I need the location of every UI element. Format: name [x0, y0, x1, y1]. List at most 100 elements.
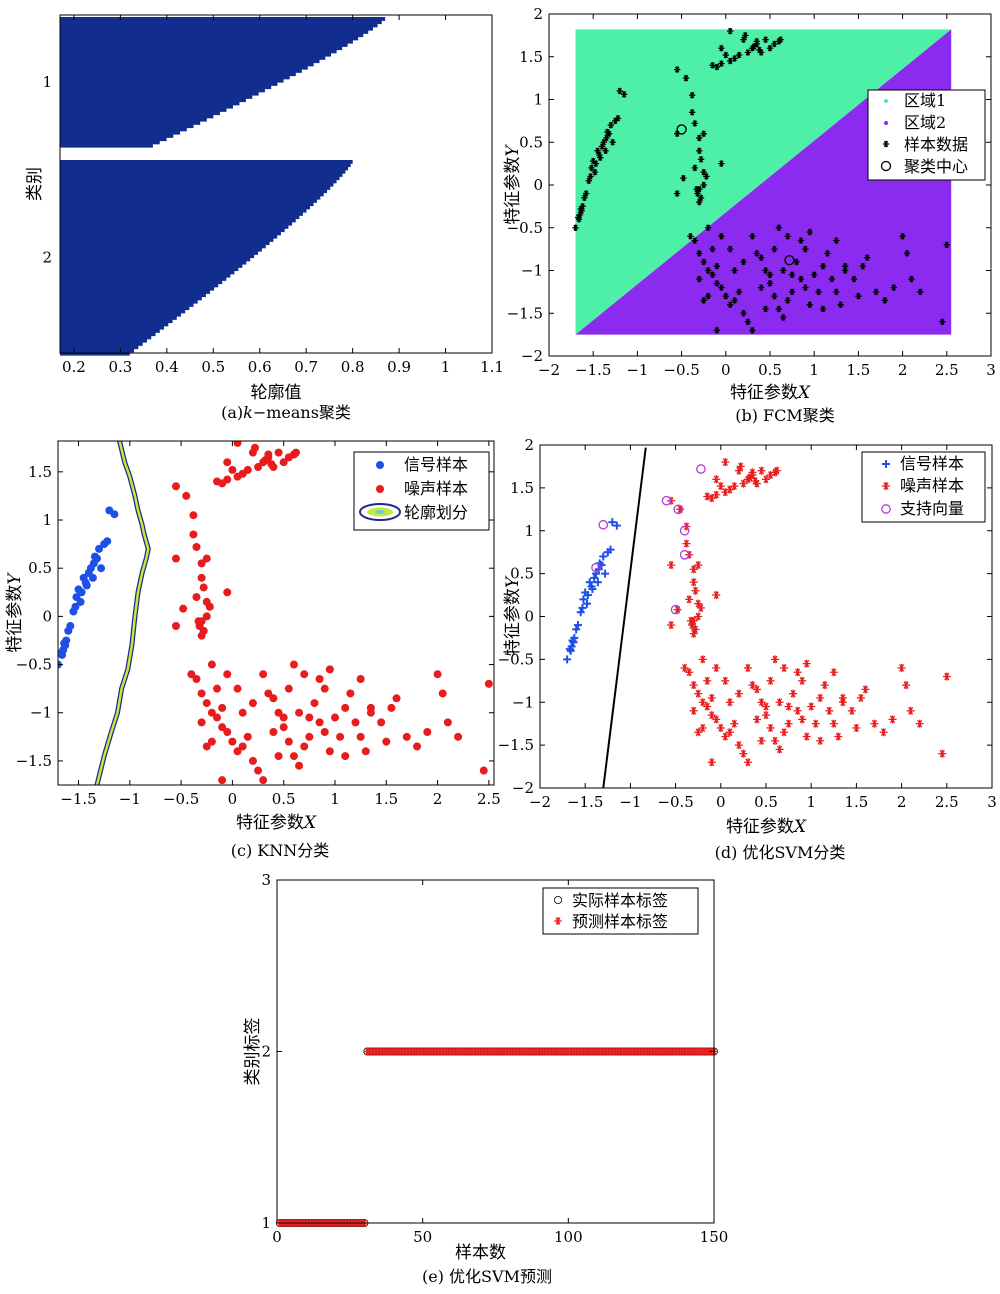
silhouette-bar [60, 286, 215, 291]
noise-point [739, 749, 748, 758]
sample-point [689, 109, 696, 116]
noise-point [694, 599, 703, 608]
silhouette-bar [60, 127, 187, 132]
sample-point [588, 164, 595, 172]
noise-point [757, 466, 766, 475]
legend-marker-sample [882, 140, 890, 148]
support-vector [679, 525, 690, 536]
sample-point [744, 49, 752, 56]
noise-point [793, 706, 802, 715]
cluster-center-1 [676, 124, 687, 135]
noise-point [382, 737, 391, 746]
silhouette-bar [60, 69, 302, 73]
x-tick-label: 150 [700, 1228, 729, 1246]
x-tick-label: −2 [538, 361, 560, 379]
silhouette-bar [60, 30, 369, 34]
sample-point [581, 194, 588, 202]
sample-point [713, 63, 721, 71]
sample-point [762, 267, 769, 274]
noise-point [289, 660, 298, 669]
silhouette-bar [60, 251, 259, 255]
support-vectors [591, 464, 706, 615]
noise-point [243, 465, 252, 474]
legend-label-2: 预测样本标签 [572, 912, 668, 931]
x-tick-label: 1 [806, 793, 816, 811]
sample-point [824, 250, 831, 257]
signal-point [568, 636, 577, 645]
noise-point [789, 689, 798, 698]
x-tick-label: 0 [716, 793, 726, 811]
noise-point [725, 728, 734, 737]
legend-marker-signal [376, 461, 384, 469]
signal-point [97, 564, 106, 573]
support-vector [696, 464, 706, 474]
sample-point [819, 305, 827, 313]
noise-point [194, 617, 203, 626]
silhouette-bar [60, 303, 194, 307]
noise-point [259, 776, 268, 785]
noise-point [228, 465, 237, 474]
noise-point [721, 732, 730, 741]
noise-point [284, 737, 293, 746]
sample-point [682, 74, 690, 82]
noise-point [716, 723, 725, 732]
y-tick-label: −0.5 [507, 219, 543, 237]
y-tick-label: 0.5 [519, 133, 543, 151]
noise-point [712, 475, 721, 484]
signal-point [583, 591, 592, 600]
silhouette-bar [60, 43, 348, 47]
noise-point [689, 706, 698, 715]
silhouette-bar [60, 182, 334, 187]
noise-point [793, 668, 802, 677]
sample-point [797, 275, 805, 283]
sample-point [731, 55, 738, 62]
silhouette-bar [60, 329, 160, 333]
noise-point [207, 737, 216, 746]
signal-point [579, 595, 588, 604]
legend-marker-region2 [884, 121, 888, 125]
signal-point [103, 537, 112, 546]
noise-point [712, 490, 721, 499]
sample-point [722, 51, 729, 59]
noise-point [698, 655, 707, 664]
noise-point [816, 736, 825, 745]
signal-point [593, 578, 602, 587]
sample-point [881, 297, 889, 304]
silhouette-bar [60, 59, 320, 64]
noise-point [734, 689, 743, 698]
silhouette-bar [60, 26, 374, 31]
silhouette-bar [60, 238, 274, 242]
signal-point [578, 603, 587, 612]
legend-marker-actual [554, 896, 563, 905]
category-label-2: 2 [42, 249, 52, 267]
noise-point [757, 698, 766, 707]
sample-point [744, 318, 752, 325]
x-tick-label: −1 [626, 361, 648, 379]
legend-label-1: 区域1 [904, 91, 946, 110]
sample-point [691, 164, 699, 172]
x-tick-label: −2 [529, 793, 551, 811]
y-tick-label: 1 [524, 522, 534, 540]
sample-point [616, 87, 623, 95]
noise-point [223, 588, 232, 597]
silhouette-bar [60, 111, 220, 116]
noise-point [264, 450, 273, 459]
noise-point [197, 631, 206, 640]
silhouette-bar [60, 65, 308, 70]
silhouette-bar [60, 169, 346, 174]
silhouette-bar [60, 332, 156, 337]
silhouette-bar [60, 98, 246, 103]
noise-point [274, 448, 283, 457]
noise-point [689, 565, 698, 574]
silhouette-bar [60, 199, 317, 203]
noise-point [667, 621, 676, 630]
noise-point [213, 713, 222, 722]
sample-point [696, 250, 703, 257]
silhouette-bar [60, 306, 190, 311]
signal-point [599, 552, 608, 561]
x-tick-label: 0.5 [754, 793, 778, 811]
noise-point [484, 679, 493, 688]
sample-point [756, 46, 763, 54]
noise-point [248, 756, 257, 765]
